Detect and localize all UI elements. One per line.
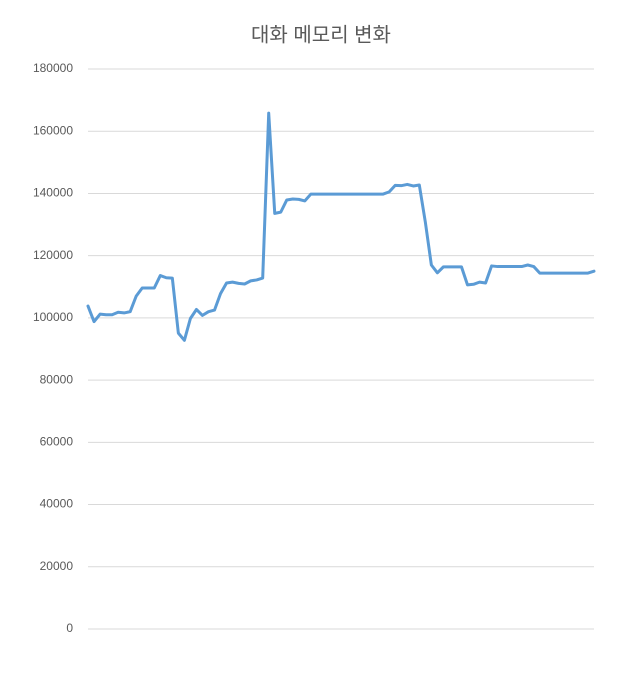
y-tick-label: 80000 [40, 372, 74, 386]
y-tick-label: 20000 [40, 559, 74, 573]
y-tick-label: 100000 [33, 310, 73, 324]
line-series [86, 111, 596, 342]
y-tick-label: 60000 [40, 435, 74, 449]
y-tick-label: 160000 [33, 123, 73, 137]
y-tick-label: 120000 [33, 248, 73, 262]
y-tick-label: 180000 [33, 61, 73, 75]
y-tick-label: 0 [66, 621, 73, 635]
y-tick-label: 140000 [33, 186, 73, 200]
y-tick-label: 40000 [40, 497, 74, 511]
chart-title: 대화 메모리 변화 [251, 23, 391, 46]
